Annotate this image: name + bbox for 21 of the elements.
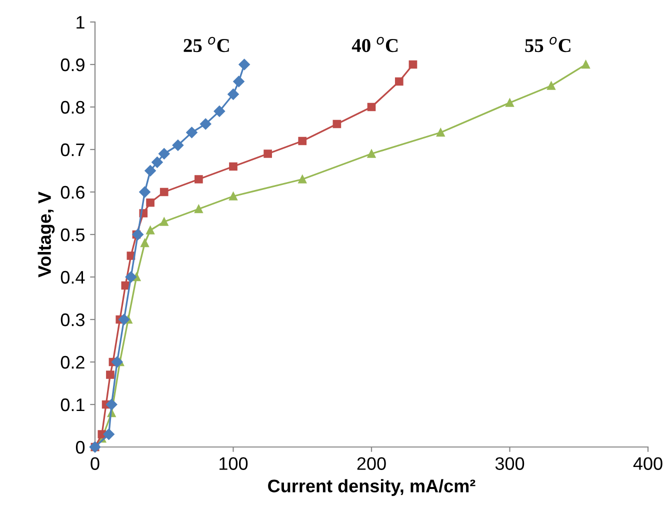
x-axis-title: Current density, mA/cm²: [268, 479, 476, 496]
y-tick-label: 0.1: [60, 398, 84, 412]
y-tick-label: 0.8: [60, 100, 84, 114]
series-label: 55 $^{o}$C: [525, 36, 570, 52]
y-tick-label: 0.2: [60, 356, 84, 369]
y-tick-label: 0.9: [60, 58, 84, 72]
y-tick-label: 0.3: [60, 313, 84, 326]
series-label: 25 $^{o}$C: [184, 36, 229, 52]
y-tick-label: 0.6: [60, 186, 84, 199]
x-tick-label: 300: [495, 457, 524, 470]
y-tick-label: 0.7: [60, 143, 84, 156]
x-tick-label: 0: [90, 457, 100, 470]
x-tick-label: 400: [633, 457, 662, 470]
y-tick-label: 0.5: [60, 228, 85, 242]
series-label: 40 $^{o}$C: [352, 36, 398, 52]
y-tick-label: 1: [76, 16, 84, 29]
x-tick-label: 200: [357, 457, 386, 470]
y-tick-label: 0.4: [60, 270, 85, 284]
y-tick-label: 0: [76, 440, 85, 454]
y-axis-title: Voltage, V: [38, 192, 55, 278]
x-tick-label: 100: [220, 457, 248, 470]
